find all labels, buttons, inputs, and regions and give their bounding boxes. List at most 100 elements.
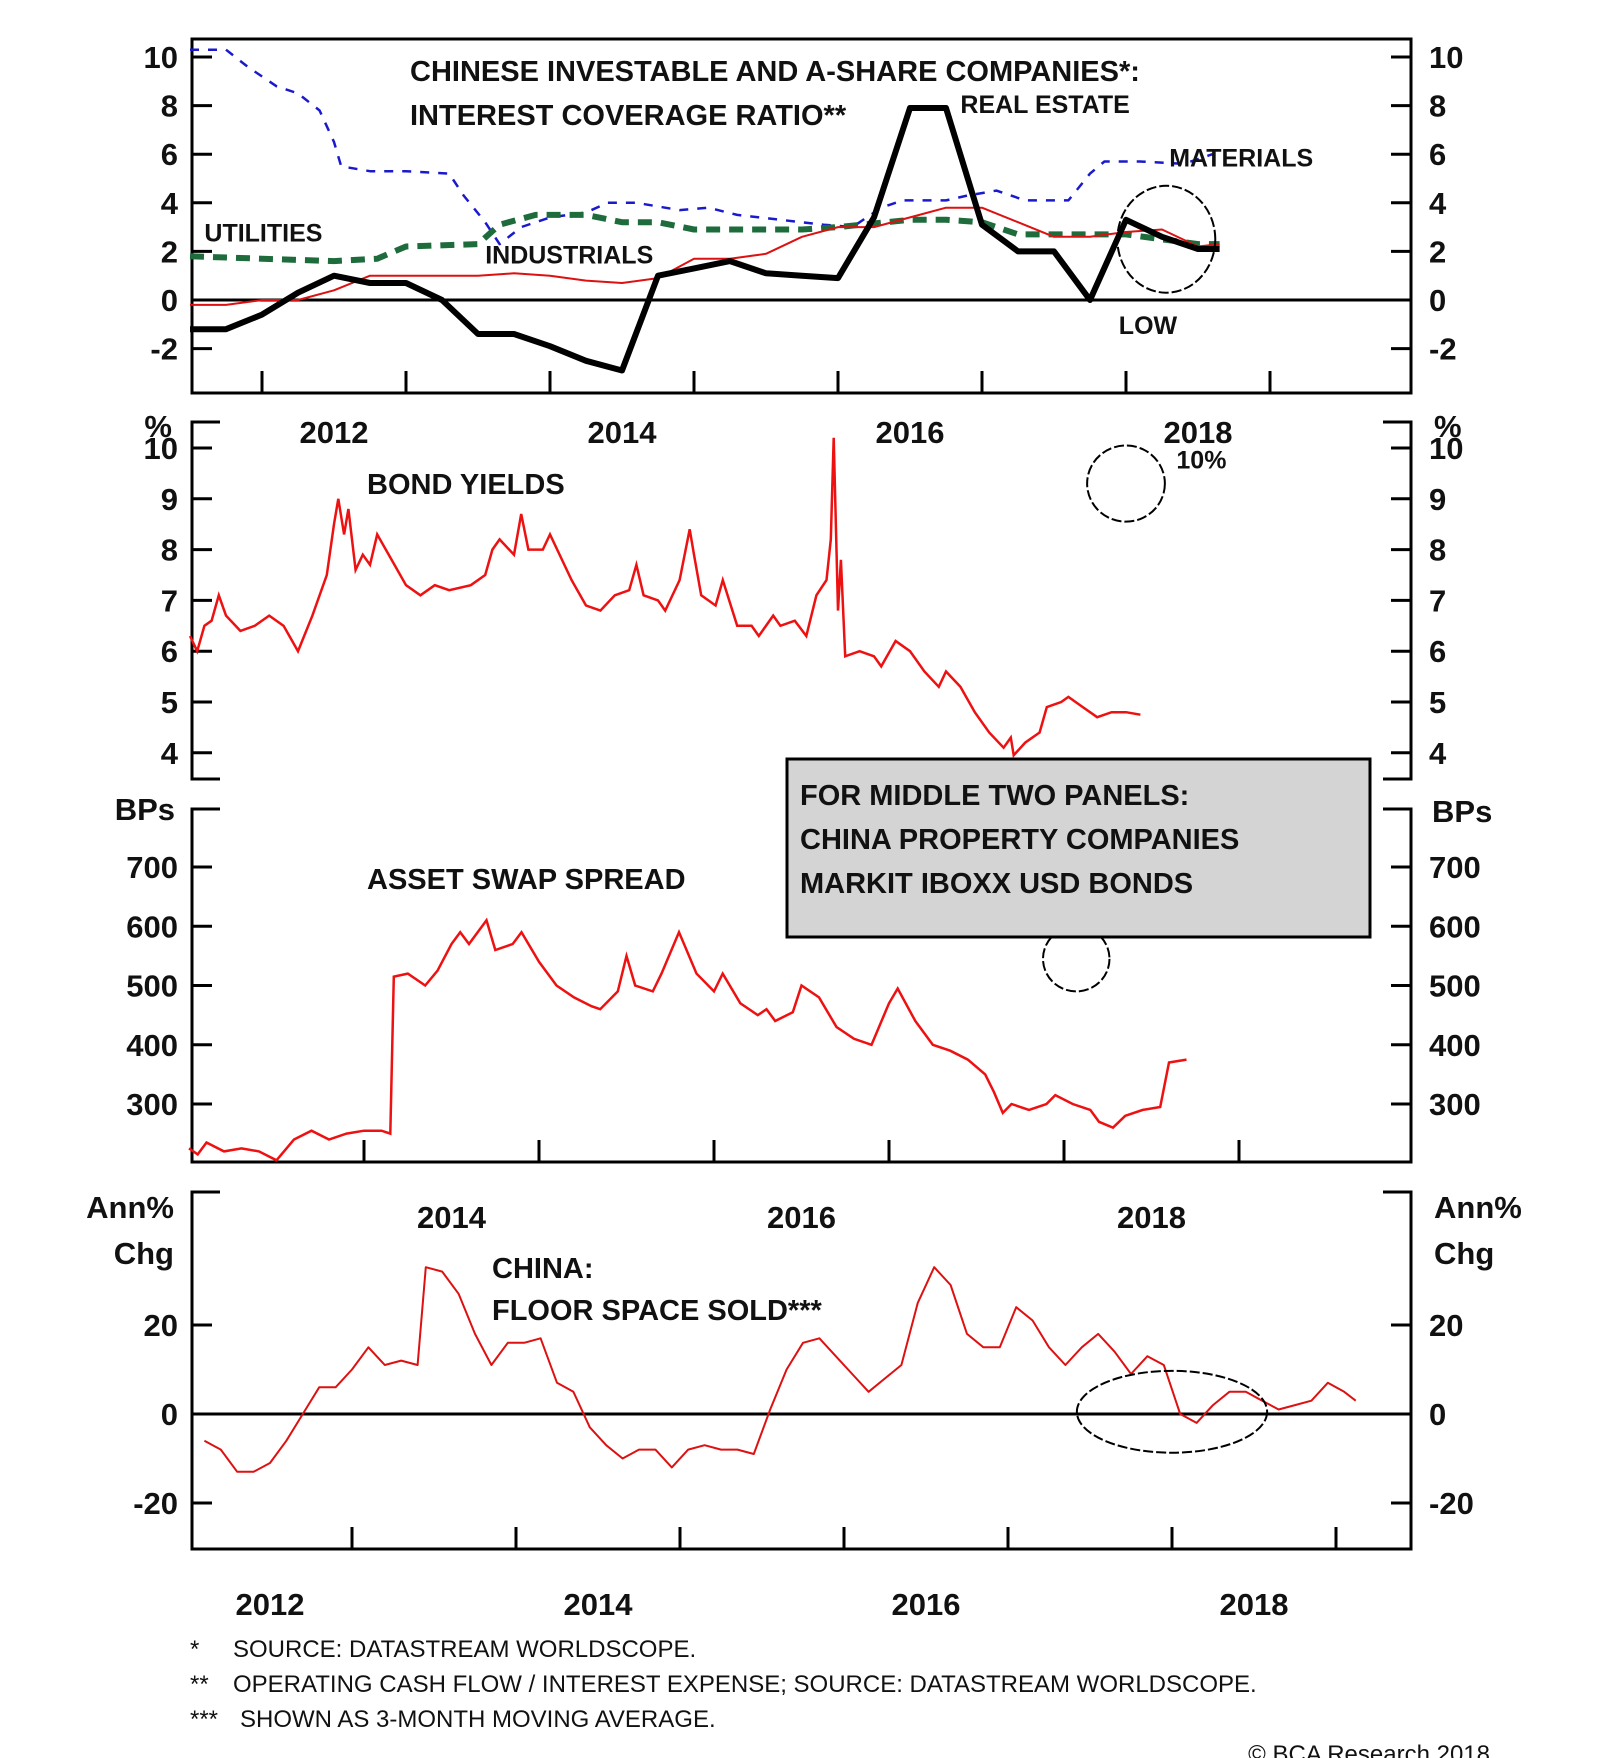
coverage-ytick-label-left: 0 <box>161 283 178 318</box>
bond-yields-ytick-label-right: 7 <box>1429 583 1446 618</box>
copyright: © BCA Research 2018 <box>1248 1741 1490 1758</box>
note-box-background <box>785 757 1372 939</box>
bond-yields-title-line-1: BOND YIELDS <box>367 469 565 501</box>
bond-yields-ytick-label-left: 8 <box>161 533 178 568</box>
bond-unit-right: % <box>1434 409 1462 444</box>
coverage-ytick-label-right: 0 <box>1429 283 1446 318</box>
coverage-series-utilities <box>189 211 1220 265</box>
ann-unit-left: Ann% <box>86 1190 174 1225</box>
bps-unit-left: BPs <box>115 792 175 827</box>
asset-swap-ytick-label-right: 600 <box>1429 909 1481 944</box>
coverage-annotation: REAL ESTATE <box>960 91 1129 119</box>
asset-swap-ytick-label-left: 300 <box>126 1087 178 1122</box>
chg-unit-left: Chg <box>114 1236 174 1271</box>
bond-unit-left: % <box>144 409 172 444</box>
floor-space-xtick-label: 2016 <box>892 1587 961 1622</box>
coverage-ytick-label-right: 2 <box>1429 234 1446 269</box>
bps-unit-right: BPs <box>1432 794 1492 829</box>
floor-space-ytick-label-left: -20 <box>133 1486 178 1521</box>
bond-yields-ytick-label-right: 10 <box>1429 431 1463 466</box>
asset-swap-xtick-label: 2016 <box>767 1200 836 1235</box>
bond-yields-ytick-label-right: 9 <box>1429 482 1446 517</box>
coverage-frame <box>190 37 1413 395</box>
footnotes: * SOURCE: DATASTREAM WORLDSCOPE. ** OPER… <box>190 1636 1257 1733</box>
asset-swap-ytick-label-left: 400 <box>126 1028 178 1063</box>
coverage-ytick-label-left: 10 <box>144 40 178 75</box>
floor-space-xtick-label: 2014 <box>564 1587 634 1622</box>
chart-frames <box>190 37 1413 1551</box>
bond-yields-ytick-label-right: 5 <box>1429 685 1446 720</box>
footnote-1-mark: * <box>190 1636 199 1663</box>
floor-space-ytick-label-right: -20 <box>1429 1486 1474 1521</box>
coverage-ytick-label-left: 8 <box>161 89 178 124</box>
coverage-highlight-ellipse <box>1116 184 1217 294</box>
coverage-ytick-label-right: 10 <box>1429 40 1463 75</box>
coverage-series-industrials <box>190 206 1220 306</box>
coverage-annotation: INDUSTRIALS <box>485 242 653 270</box>
coverage-title-line-2: INTEREST COVERAGE RATIO** <box>410 100 847 132</box>
asset-swap-highlight-ellipse <box>1042 925 1111 993</box>
floor-space-highlight-ellipse <box>1075 1369 1269 1454</box>
bond-yields-ytick-label-left: 4 <box>161 736 179 771</box>
asset-swap-axes <box>190 807 1413 1164</box>
note-box-line-1: FOR MIDDLE TWO PANELS: <box>800 780 1189 812</box>
bond-yields-ytick-label-right: 8 <box>1429 533 1446 568</box>
floor-space-title-line-2: FLOOR SPACE SOLD*** <box>492 1295 822 1327</box>
floor-space-ytick-label-right: 20 <box>1429 1308 1463 1343</box>
asset-swap-ytick-label-right: 400 <box>1429 1028 1481 1063</box>
asset-swap-xtick-label: 2018 <box>1117 1200 1186 1235</box>
asset-swap-ytick-label-right: 700 <box>1429 850 1481 885</box>
coverage-series-materials <box>190 48 1213 246</box>
asset-swap-ytick-label-left: 700 <box>126 850 178 885</box>
coverage-annotation: LOW <box>1119 312 1178 340</box>
floor-space-xtick-label: 2012 <box>236 1587 305 1622</box>
asset-swap-title-line-1: ASSET SWAP SPREAD <box>367 864 686 896</box>
floor-space-axes <box>190 1190 1413 1551</box>
ann-unit-right: Ann% <box>1434 1190 1522 1225</box>
coverage-ytick-label-left: -2 <box>150 332 178 367</box>
chart-series <box>188 48 1357 1473</box>
bond-yields-xtick-label: 2014 <box>588 415 658 450</box>
coverage-ytick-label-right: 8 <box>1429 89 1446 124</box>
bond-yields-annotation: 10% <box>1176 446 1226 474</box>
floor-space-ytick-label-right: 0 <box>1429 1397 1446 1432</box>
coverage-title-line-1: CHINESE INVESTABLE AND A-SHARE COMPANIES… <box>410 56 1140 88</box>
chg-unit-right: Chg <box>1434 1236 1494 1271</box>
asset-swap-xtick-label: 2014 <box>417 1200 487 1235</box>
coverage-ytick-label-left: 2 <box>161 234 178 269</box>
asset-swap-ytick-label-left: 500 <box>126 969 178 1004</box>
coverage-ytick-label-right: -2 <box>1429 332 1457 367</box>
bond-yields-series-china-property-companies-markit-iboxx-usd-bond-yield <box>188 437 1141 759</box>
bond-yields-ytick-label-right: 4 <box>1429 736 1447 771</box>
bond-yields-ytick-label-left: 7 <box>161 583 178 618</box>
bond-yields-ytick-label-left: 9 <box>161 482 178 517</box>
bond-yields-xtick-label: 2016 <box>876 415 945 450</box>
bond-yields-highlight-ellipse <box>1086 444 1166 523</box>
note-box: FOR MIDDLE TWO PANELS: CHINA PROPERTY CO… <box>785 757 1372 939</box>
coverage-series-real-estate <box>190 105 1220 374</box>
floor-space-series-china-floor-space-sold-3-month-moving-average <box>203 1266 1357 1473</box>
floor-space-xtick-label: 2018 <box>1220 1587 1289 1622</box>
coverage-annotation: MATERIALS <box>1169 144 1313 172</box>
coverage-ytick-label-left: 6 <box>161 137 178 172</box>
asset-swap-ytick-label-right: 300 <box>1429 1087 1481 1122</box>
footnote-2-text: OPERATING CASH FLOW / INTEREST EXPENSE; … <box>233 1671 1257 1698</box>
bond-yields-ytick-label-right: 6 <box>1429 634 1446 669</box>
floor-space-ytick-label-left: 0 <box>161 1397 178 1432</box>
bond-yields-ytick-label-left: 5 <box>161 685 178 720</box>
asset-swap-ytick-label-right: 500 <box>1429 969 1481 1004</box>
coverage-ytick-label-right: 6 <box>1429 137 1446 172</box>
bond-yields-xtick-label: 2012 <box>300 415 369 450</box>
coverage-annotation: UTILITIES <box>204 220 322 248</box>
bond-yields-xtick-label: 2018 <box>1164 415 1233 450</box>
asset-swap-ytick-label-left: 600 <box>126 909 178 944</box>
footnote-3-text: SHOWN AS 3-MONTH MOVING AVERAGE. <box>240 1706 716 1733</box>
footnote-2-mark: ** <box>190 1671 209 1698</box>
footnote-3-mark: *** <box>190 1706 218 1733</box>
footnote-1-text: SOURCE: DATASTREAM WORLDSCOPE. <box>233 1636 696 1663</box>
bond-yields-ytick-label-left: 10 <box>144 431 178 466</box>
floor-space-title-line-1: CHINA: <box>492 1253 594 1285</box>
coverage-ytick-label-right: 4 <box>1429 186 1447 221</box>
